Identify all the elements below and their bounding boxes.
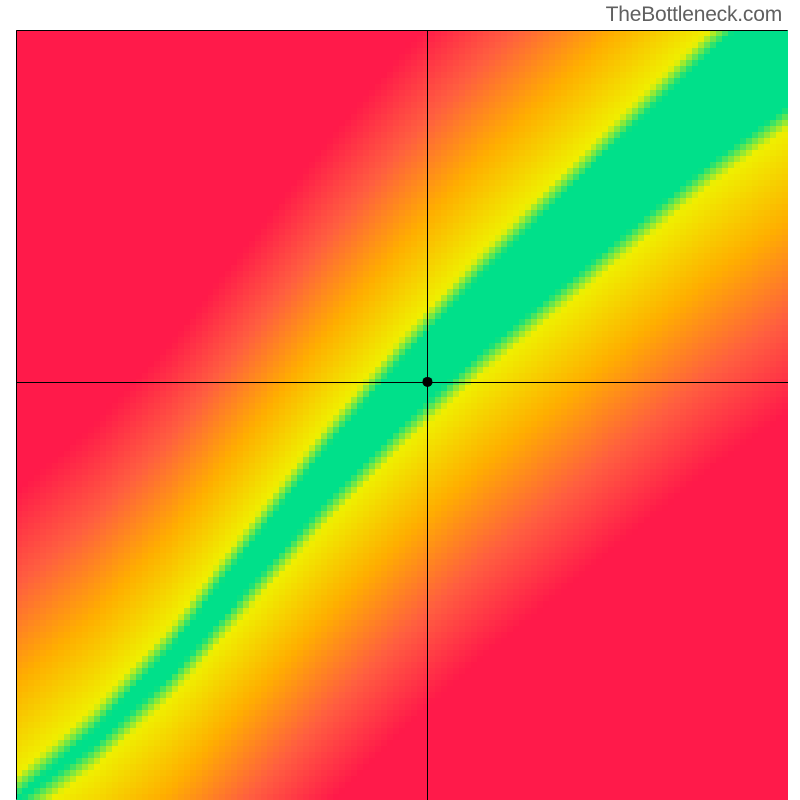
bottleneck-heatmap <box>0 0 800 800</box>
watermark-text: TheBottleneck.com <box>606 3 782 27</box>
chart-container: TheBottleneck.com <box>0 0 800 800</box>
